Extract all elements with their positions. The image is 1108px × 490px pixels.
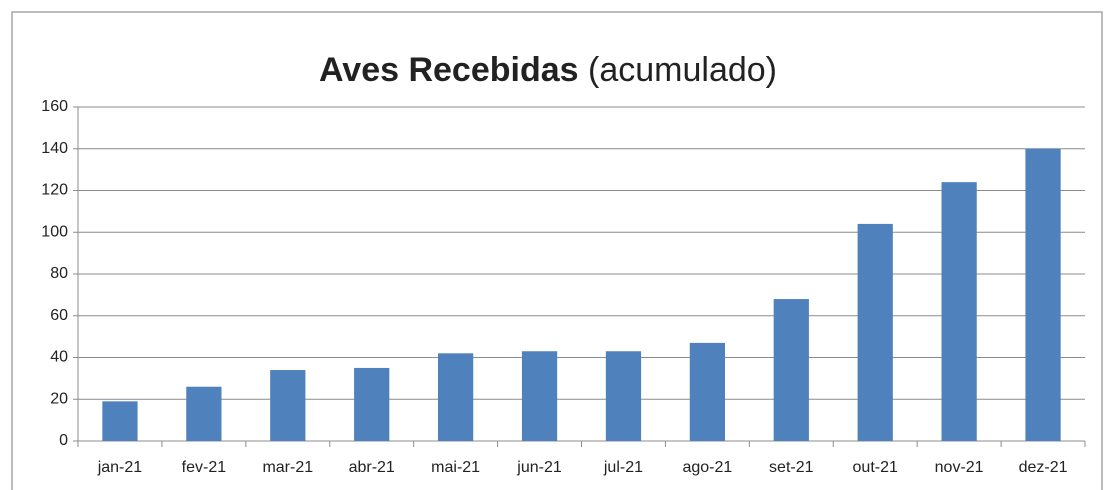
y-tick-label: 20 bbox=[50, 390, 68, 407]
y-tick-label: 160 bbox=[41, 98, 68, 115]
x-tick-label: jan-21 bbox=[97, 459, 143, 476]
y-tick-label: 140 bbox=[41, 140, 68, 157]
x-tick-label: ago-21 bbox=[682, 459, 732, 476]
y-tick-label: 40 bbox=[50, 349, 68, 366]
chart-title: Aves Recebidas (acumulado) bbox=[319, 51, 777, 89]
title-main: Aves Recebidas bbox=[319, 51, 579, 89]
bar bbox=[270, 370, 306, 441]
y-tick-label: 60 bbox=[50, 307, 68, 324]
bar bbox=[1025, 148, 1061, 441]
x-tick-label: jun-21 bbox=[516, 459, 562, 476]
y-tick-label: 120 bbox=[41, 182, 68, 199]
bar bbox=[102, 401, 138, 441]
x-tick-label: mai-21 bbox=[431, 459, 480, 476]
x-tick-label: nov-21 bbox=[935, 459, 984, 476]
bar bbox=[605, 351, 642, 441]
bar bbox=[354, 367, 390, 441]
bar bbox=[857, 223, 893, 441]
x-tick-label: out-21 bbox=[853, 459, 898, 476]
bar bbox=[186, 386, 222, 441]
bar bbox=[689, 342, 725, 441]
x-tick-label: dez-21 bbox=[1019, 459, 1068, 476]
chart-border bbox=[11, 11, 1103, 490]
x-tick-label: abr-21 bbox=[349, 459, 395, 476]
bar bbox=[773, 299, 809, 441]
x-tick-label: fev-21 bbox=[182, 459, 227, 476]
y-tick-label: 80 bbox=[50, 265, 68, 282]
x-tick-label: jul-21 bbox=[603, 459, 643, 476]
x-tick-label: set-21 bbox=[769, 459, 814, 476]
title-suffix: (acumulado) bbox=[588, 51, 777, 89]
bar bbox=[438, 353, 474, 441]
x-tick-label: mar-21 bbox=[262, 459, 313, 476]
bar bbox=[521, 351, 558, 441]
y-tick-label: 100 bbox=[41, 223, 68, 240]
y-tick-label: 0 bbox=[59, 432, 68, 449]
bar bbox=[941, 182, 977, 441]
